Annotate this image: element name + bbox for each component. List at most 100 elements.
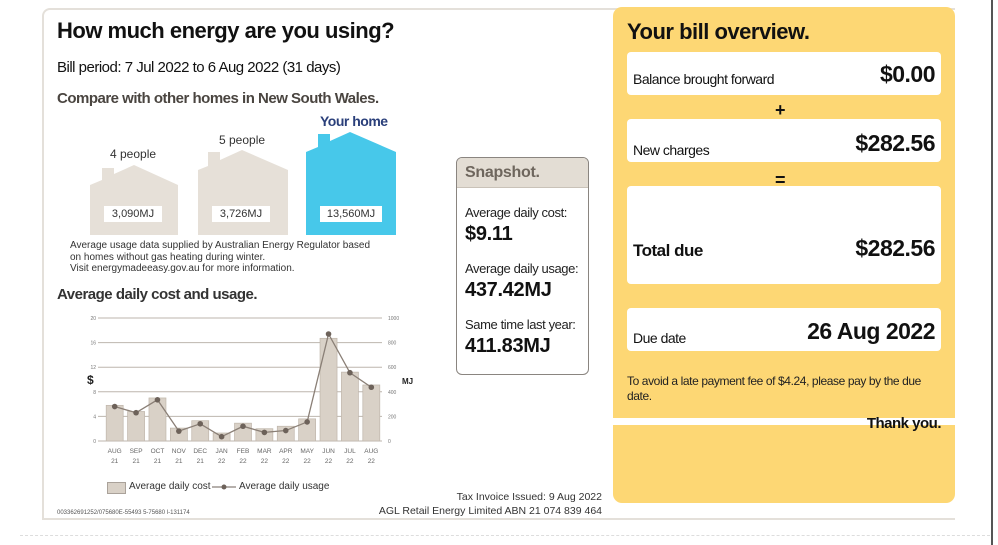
usage-note-line: on homes without gas heating during wint… [70,251,266,263]
snapshot-box: Snapshot. Average daily cost: $9.11 Aver… [456,157,589,375]
y-tick-label: 8 [93,390,96,396]
x-tick-label: JUN [322,448,335,455]
x-tick-label: 21 [132,458,140,465]
compare-heading: Compare with other homes in New South Wa… [57,90,379,107]
snapshot-value: 437.42MJ [465,279,552,301]
x-tick-label: APR [279,448,293,455]
x-tick-label: MAY [300,448,314,455]
legend-usage-swatch [212,484,236,490]
new-charges-label: New charges [633,142,710,158]
y2-tick-label: 400 [388,390,397,396]
y2-tick-label: 600 [388,365,397,371]
usage-point [218,433,225,440]
x-tick-label: SEP [130,448,143,455]
x-tick-label: AUG [108,448,122,455]
x-tick-label: 22 [304,458,312,465]
document-code: 003362691252/075680E-55493 5-75680 l-131… [57,510,190,516]
balance-label: Balance brought forward [633,71,775,87]
bill-overview-lower-panel [613,425,955,503]
new-charges-row: New charges $282.56 [627,119,941,162]
y-axis-label: $ [87,373,94,387]
x-tick-label: 22 [325,458,333,465]
y2-tick-label: 800 [388,341,397,347]
usage-point [176,428,182,434]
total-due-value: $282.56 [855,235,935,261]
cost-bar [319,337,338,442]
x-tick-label: 22 [282,458,290,465]
plus-sign: + [775,100,786,120]
x-tick-label: 21 [111,458,119,465]
bill-overview-title: Your bill overview. [627,19,810,44]
late-fee-note: To avoid a late payment fee of $4.24, pl… [627,374,921,403]
due-date-label: Due date [633,330,686,346]
energy-card [42,8,955,520]
thank-you: Thank you. [866,415,942,432]
x-tick-label: 21 [175,458,183,465]
x-tick-label: AUG [364,448,378,455]
usage-point [368,384,375,391]
snapshot-title: Snapshot. [457,158,588,188]
usage-note-line: Average usage data supplied by Australia… [70,240,371,251]
snapshot-label: Average daily cost: [465,205,567,220]
y2-tick-label: 0 [388,439,391,445]
total-due-label: Total due [633,241,703,260]
home-label-4-people: 4 people [110,147,157,161]
new-charges-value: $282.56 [855,130,935,156]
y-tick-label: 16 [90,341,96,347]
home-usage-your-home: 13,560MJ [320,206,382,222]
cost-bar [169,427,188,442]
x-tick-label: 22 [218,458,226,465]
home-usage-4-people: 3,090MJ [104,206,162,222]
cost-bar [148,397,167,442]
chart-heading: Average daily cost and usage. [57,286,258,303]
page-separator [20,535,990,536]
legend-usage-label: Average daily usage [239,481,330,492]
balance-value: $0.00 [879,61,936,87]
usage-note: Average usage data supplied by Australia… [70,240,370,275]
x-tick-label: NOV [172,448,187,455]
x-tick-label: 22 [368,458,376,465]
cost-bar [276,425,295,442]
snapshot-value: $9.11 [465,223,513,245]
usage-point [133,409,139,416]
cost-bar [127,411,145,442]
x-tick-label: OCT [151,448,165,455]
cost-bar [341,371,359,442]
equals-sign: = [775,170,786,190]
usage-point [261,429,268,436]
x-tick-label: JAN [215,448,228,455]
cost-bar [298,418,317,442]
snapshot-value: 411.83MJ [465,335,551,357]
legend-cost-label: Average daily cost [129,481,211,492]
snapshot-label: Average daily usage: [465,261,579,276]
usage-point [347,369,353,376]
total-due-row: Total due $282.56 [627,186,941,284]
y-tick-label: 4 [93,414,96,420]
due-date-value: 26 Aug 2022 [807,318,935,344]
y-tick-label: 0 [93,439,96,445]
home-label-your-home: Your home [320,113,388,129]
legend-cost-swatch [107,482,126,494]
cost-bar [105,404,124,442]
y2-tick-label: 1000 [388,316,399,322]
x-tick-label: FEB [237,448,250,455]
y-tick-label: 20 [90,316,96,322]
usage-point [197,420,204,427]
home-usage-5-people: 3,726MJ [212,206,270,222]
y-tick-label: 12 [90,365,96,371]
usage-point [325,331,332,337]
home-label-5-people: 5 people [219,133,266,147]
x-tick-label: JUL [344,448,356,455]
snapshot-label: Same time last year: [465,317,576,332]
bill-period: Bill period: 7 Jul 2022 to 6 Aug 2022 (3… [57,59,341,76]
y2-tick-label: 200 [388,414,397,420]
window-edge [991,0,993,545]
usage-note-line: Visit energymadeeasy.gov.au for more inf… [70,263,295,274]
balance-row: Balance brought forward $0.00 [627,52,941,95]
cost-bar [362,384,381,442]
usage-point [282,427,289,434]
company-abn: AGL Retail Energy Limited ABN 21 074 839… [378,505,602,517]
x-tick-label: 21 [154,458,162,465]
usage-point [154,396,161,403]
